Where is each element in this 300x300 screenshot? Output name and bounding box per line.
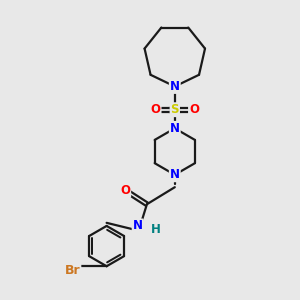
Text: N: N	[170, 122, 180, 135]
Text: O: O	[120, 184, 130, 197]
Text: N: N	[170, 168, 180, 181]
Text: N: N	[170, 80, 180, 93]
Text: O: O	[151, 103, 160, 116]
Text: H: H	[151, 223, 161, 236]
Text: N: N	[133, 219, 142, 232]
Text: S: S	[170, 103, 179, 116]
Text: O: O	[189, 103, 199, 116]
Text: Br: Br	[65, 264, 80, 278]
